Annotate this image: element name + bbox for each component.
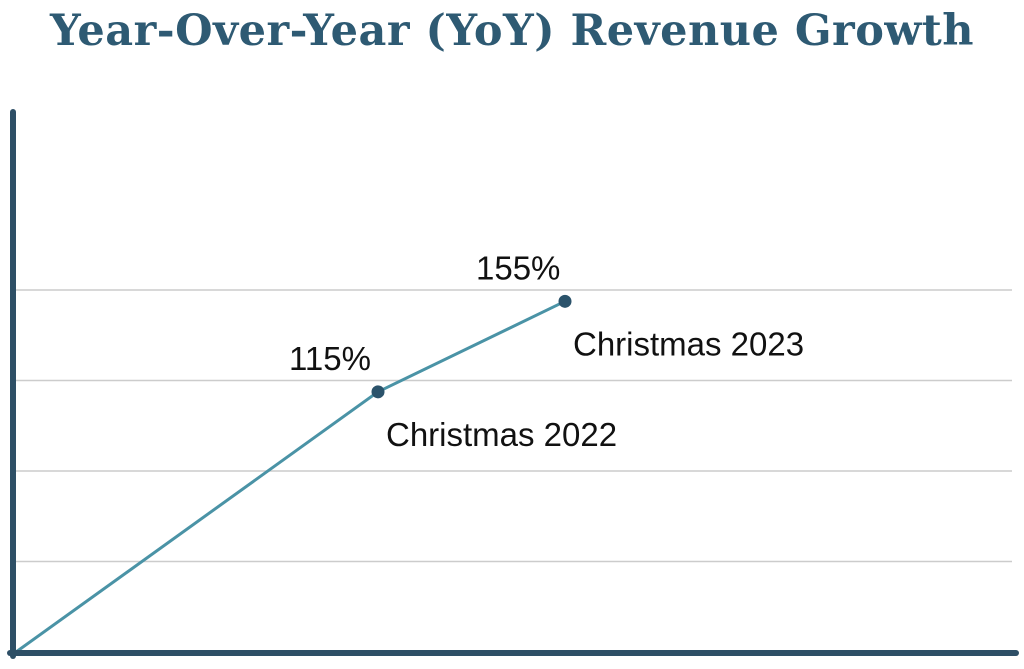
chart-title: Year-Over-Year (YoY) Revenue Growth [49, 6, 975, 56]
data-labels: 115% Christmas 2022 155% Christmas 2023 [289, 249, 804, 453]
data-point-marker [558, 294, 572, 308]
value-label: 155% [476, 249, 560, 286]
category-label: Christmas 2023 [573, 325, 804, 362]
value-label: 115% [289, 340, 371, 377]
data-point-marker [371, 385, 385, 399]
gridlines [16, 289, 1012, 563]
category-label: Christmas 2022 [386, 416, 617, 453]
data-markers [371, 294, 572, 399]
